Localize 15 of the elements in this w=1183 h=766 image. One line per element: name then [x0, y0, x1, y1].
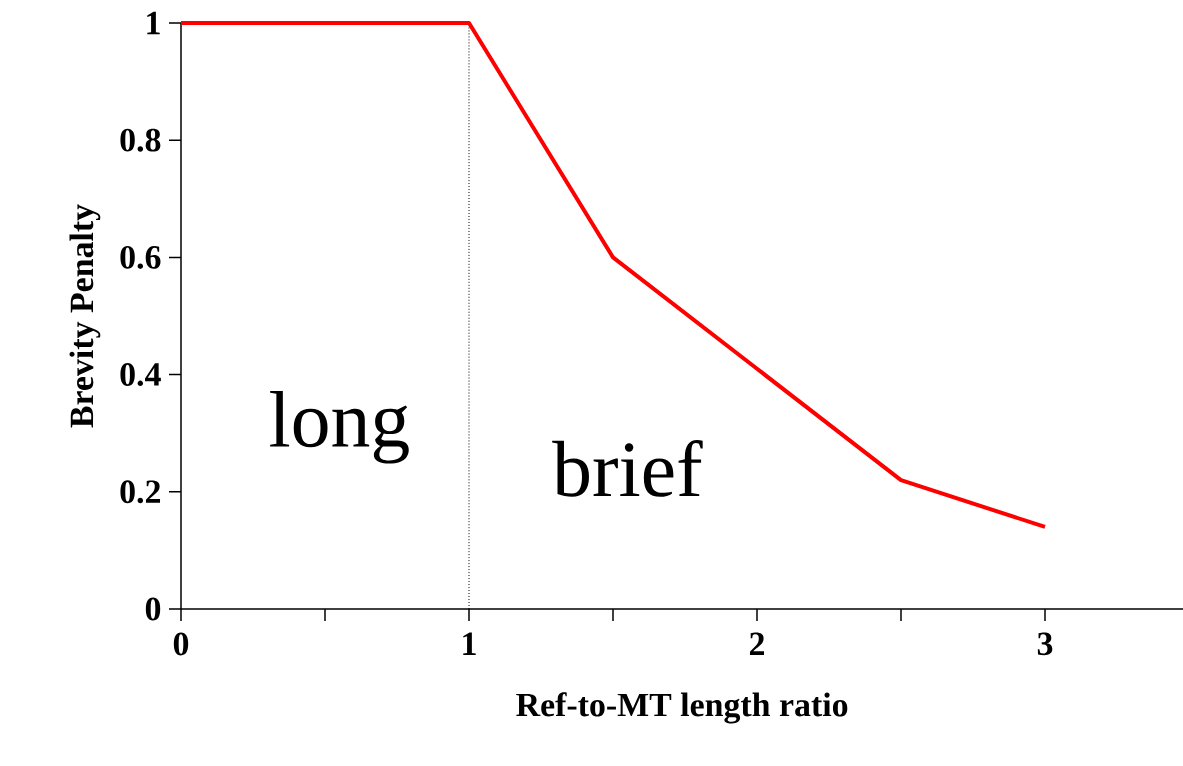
x-tick-label: 2	[749, 632, 765, 655]
y-tick-label: 1	[147, 11, 160, 35]
x-tick-label: 3	[1037, 632, 1053, 656]
annotation: brief	[552, 439, 703, 497]
annotation: long	[270, 391, 409, 464]
x-axis-title: Ref-to-MT length ratio	[516, 692, 848, 724]
x-tick-label: 1	[463, 632, 476, 655]
y-tick-label: 0.2	[120, 480, 161, 504]
y-tick-label: 0.4	[120, 363, 161, 387]
x-tick-label: 0	[173, 632, 189, 656]
line-series	[179, 20, 1047, 529]
y-tick-label: 0.6	[120, 245, 161, 269]
y-tick-label: 0	[145, 597, 161, 621]
y-axis-title: Brevity Penalty	[69, 204, 101, 428]
y-tick-label: 0.8	[120, 128, 161, 152]
